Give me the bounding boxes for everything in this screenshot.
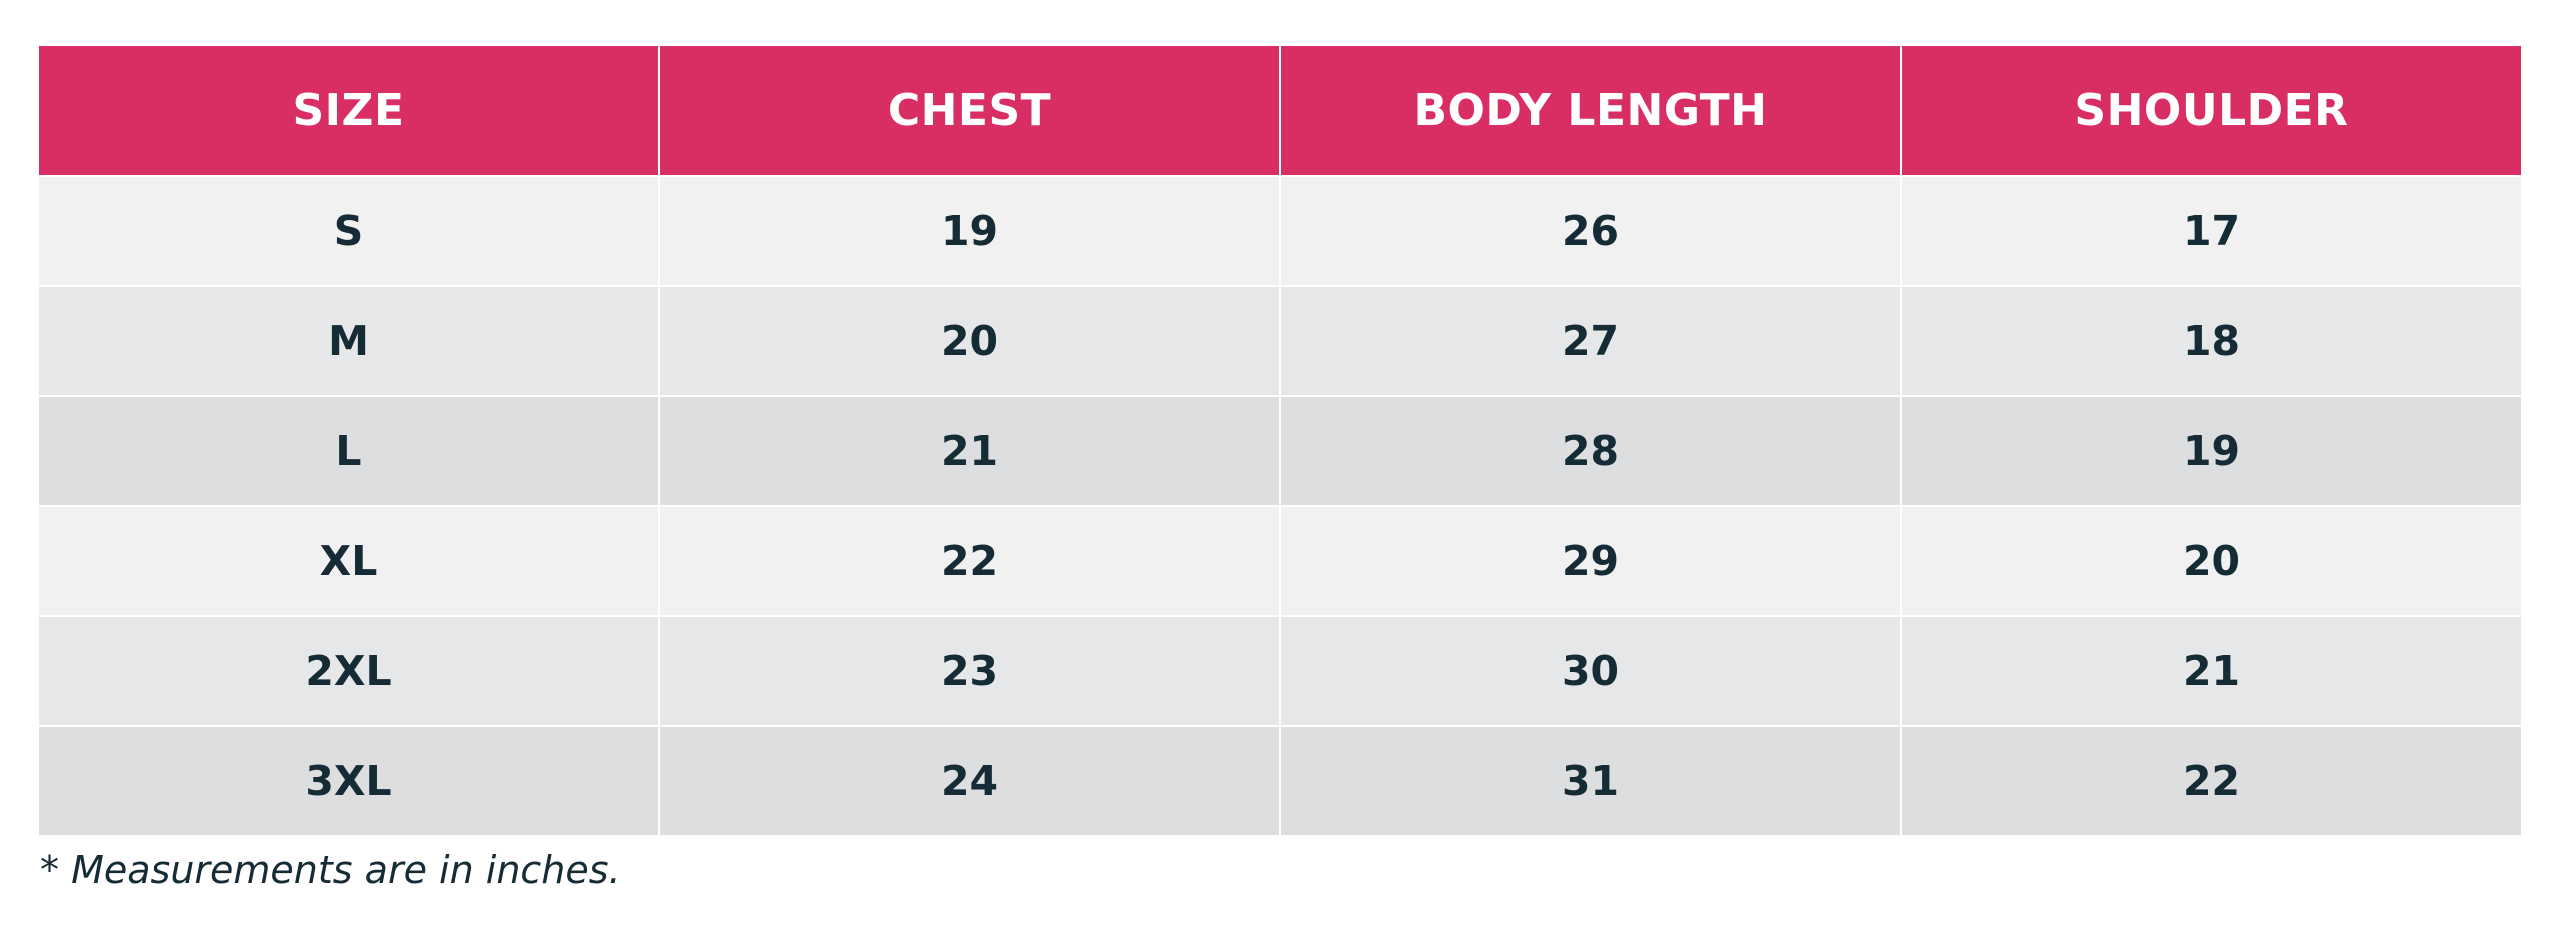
size-chart-table: SIZE CHEST BODY LENGTH SHOULDER S 19 26 … (39, 46, 2521, 835)
cell-shoulder: 21 (1902, 617, 2521, 725)
cell-body-length: 31 (1281, 727, 1900, 835)
cell-body-length: 29 (1281, 507, 1900, 615)
cell-body-length: 28 (1281, 397, 1900, 505)
cell-body-length: 30 (1281, 617, 1900, 725)
cell-shoulder: 18 (1902, 287, 2521, 395)
cell-shoulder: 19 (1902, 397, 2521, 505)
header-chest: CHEST (660, 46, 1279, 175)
cell-chest: 19 (660, 177, 1279, 285)
header-shoulder: SHOULDER (1902, 46, 2521, 175)
cell-size: M (39, 287, 658, 395)
cell-chest: 20 (660, 287, 1279, 395)
cell-chest: 24 (660, 727, 1279, 835)
cell-size: 2XL (39, 617, 658, 725)
cell-shoulder: 17 (1902, 177, 2521, 285)
cell-chest: 21 (660, 397, 1279, 505)
cell-size: 3XL (39, 727, 658, 835)
cell-shoulder: 22 (1902, 727, 2521, 835)
cell-body-length: 26 (1281, 177, 1900, 285)
measurement-footnote: * Measurements are in inches. (40, 848, 621, 892)
cell-size: S (39, 177, 658, 285)
cell-chest: 22 (660, 507, 1279, 615)
cell-size: XL (39, 507, 658, 615)
cell-chest: 23 (660, 617, 1279, 725)
cell-size: L (39, 397, 658, 505)
header-size: SIZE (39, 46, 658, 175)
cell-body-length: 27 (1281, 287, 1900, 395)
cell-shoulder: 20 (1902, 507, 2521, 615)
header-body-length: BODY LENGTH (1281, 46, 1900, 175)
